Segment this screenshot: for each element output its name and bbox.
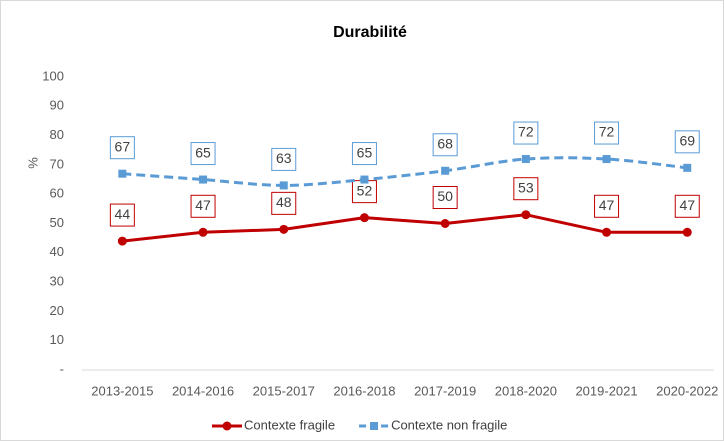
x-tick-label: 2018-2020 [495,383,557,398]
marker [199,175,208,184]
series-line [122,213,688,243]
marker [279,181,288,190]
marker [118,169,127,178]
marker [521,210,531,220]
x-tick-label: 2014-2016 [172,383,234,398]
legend-label: Contexte fragile [244,417,335,432]
x-tick-label: 2015-2017 [253,383,315,398]
value-label: 65 [357,144,373,160]
y-tick-label: 30 [50,274,64,289]
y-tick-label: 40 [50,244,64,259]
value-label-box [594,194,620,218]
chart-title: Durabilité [333,24,407,41]
marker [360,175,369,184]
y-tick-label: 50 [50,215,64,230]
value-label-box [109,203,135,227]
legend-marker [222,421,232,431]
value-label: 63 [276,150,292,166]
y-tick-label: 90 [50,98,64,113]
value-label: 68 [437,135,453,151]
marker [682,227,692,237]
x-tick-label: 2017-2019 [414,383,476,398]
legend-label: Contexte non fragile [391,417,507,432]
y-tick-label: 80 [50,127,64,142]
value-label-box [109,136,135,160]
value-label: 48 [276,194,292,210]
x-tick-label: 2013-2015 [91,383,153,398]
marker [440,219,450,228]
value-label: 72 [599,124,615,140]
legend-marker [370,422,379,430]
value-label-box [674,130,700,154]
value-label: 44 [115,206,131,222]
value-label: 47 [599,197,615,213]
series-line [122,156,688,187]
y-tick-label: 60 [50,186,64,201]
y-tick-label: 10 [50,332,64,347]
value-label-box [674,194,700,218]
x-tick-label: 2016-2018 [333,383,395,398]
value-label: 47 [195,197,211,213]
value-label: 53 [518,179,534,195]
value-label-box [271,147,297,171]
marker [521,155,530,164]
marker [198,227,208,237]
value-label: 72 [518,124,534,140]
y-tick-label: 70 [50,156,64,171]
value-label: 67 [115,138,131,154]
value-label-box [432,133,458,157]
value-label-box [271,191,297,215]
marker [279,224,289,234]
y-tick-label: 100 [42,68,64,83]
marker [359,213,369,223]
value-label: 47 [679,197,695,213]
marker [683,163,692,172]
value-label: 65 [195,144,211,160]
value-label-box [190,142,216,166]
y-tick-label: 20 [50,303,64,318]
marker [117,236,127,246]
value-label-box [513,121,539,145]
value-label: 52 [357,182,373,198]
x-tick-label: 2020-2022 [656,383,718,398]
marker [441,166,450,175]
marker [602,227,612,237]
value-label: 50 [437,188,453,204]
y-tick-label: - [60,361,64,376]
value-label-box [513,177,539,201]
x-tick-label: 2019-2021 [575,383,637,398]
value-label-box [432,186,458,209]
value-label-box [351,142,377,166]
value-label-box [594,121,620,145]
marker [602,155,611,164]
value-label: 69 [679,133,695,149]
value-label-box [190,194,216,218]
y-axis-label: % [25,157,40,169]
